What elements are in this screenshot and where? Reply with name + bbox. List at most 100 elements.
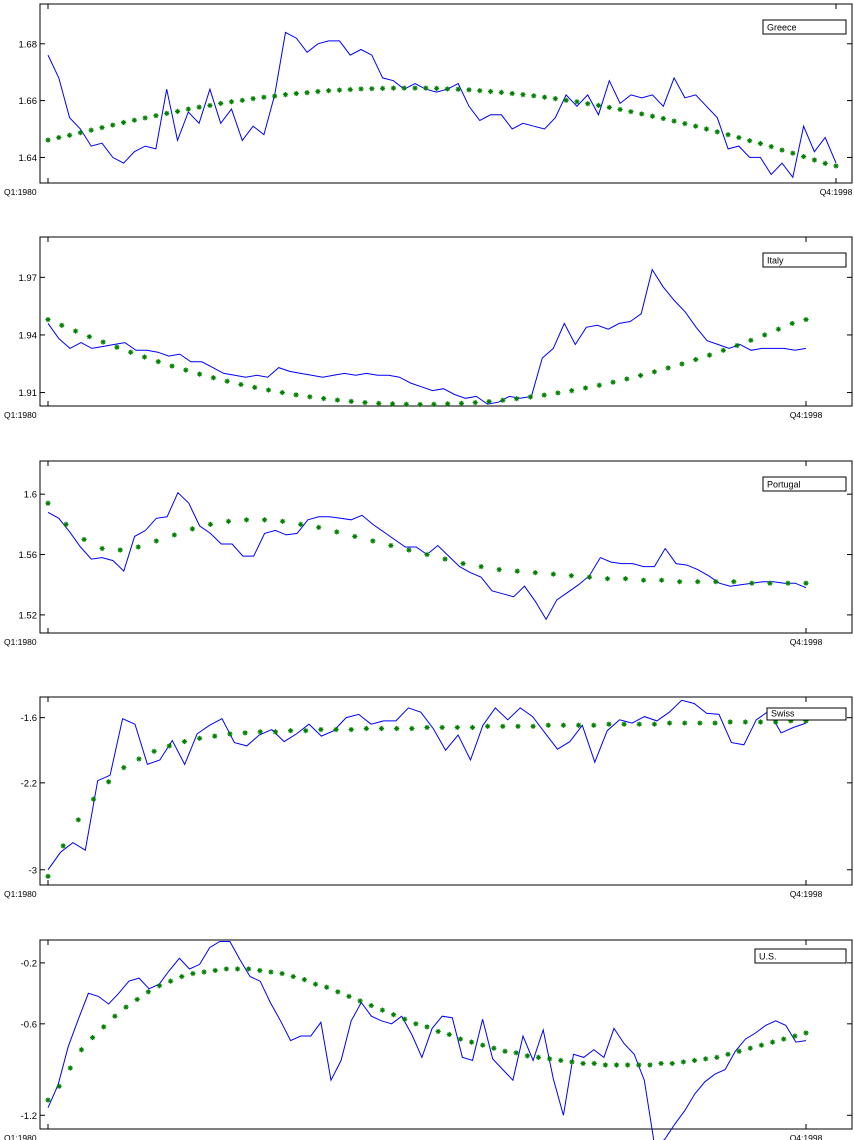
fitted-point-marker bbox=[480, 1042, 486, 1048]
chart-panel-4: -3 -2.2 -1.6 Q1:1980 Q4:1998 Swiss bbox=[4, 696, 853, 899]
fitted-point-marker bbox=[67, 1065, 73, 1071]
legend-box bbox=[762, 252, 847, 268]
fitted-point-marker bbox=[81, 536, 87, 543]
fitted-point-marker bbox=[585, 101, 591, 107]
fitted-point-marker bbox=[380, 85, 386, 91]
fitted-point-marker bbox=[574, 99, 580, 105]
fitted-point-marker bbox=[680, 1059, 686, 1065]
fitted-point-marker bbox=[348, 398, 354, 404]
fitted-point-marker bbox=[582, 385, 589, 391]
y-tick-label: 1.97 bbox=[19, 273, 38, 284]
fitted-point-marker bbox=[77, 130, 83, 136]
fitted-point-marker bbox=[424, 551, 430, 558]
fitted-point-marker bbox=[412, 85, 418, 91]
legend-box bbox=[766, 707, 847, 721]
fitted-point-marker bbox=[293, 392, 299, 398]
fitted-point-marker bbox=[280, 518, 286, 524]
plot-frame bbox=[39, 939, 853, 1130]
fitted-point-marker bbox=[112, 1013, 118, 1019]
fitted-point-marker bbox=[279, 389, 285, 396]
fitted-point-marker bbox=[394, 725, 400, 732]
fitted-point-marker bbox=[334, 397, 341, 403]
fitted-point-marker bbox=[558, 1057, 564, 1064]
legend-label: Greece bbox=[767, 23, 797, 33]
fitted-point-marker bbox=[502, 1048, 508, 1054]
fitted-point-marker bbox=[402, 1016, 408, 1022]
legend-box bbox=[762, 476, 847, 492]
fitted-point-marker bbox=[472, 399, 478, 406]
fitted-point-marker bbox=[88, 127, 94, 133]
fitted-point-marker bbox=[358, 86, 364, 92]
fitted-point-marker bbox=[134, 996, 140, 1003]
fitted-point-marker bbox=[460, 560, 466, 567]
fitted-point-marker bbox=[324, 984, 330, 990]
fitted-point-marker bbox=[171, 532, 177, 538]
fitted-point-marker bbox=[541, 94, 548, 100]
fitted-point-marker bbox=[513, 1050, 519, 1056]
fitted-point-marker bbox=[541, 392, 547, 398]
fitted-point-marker bbox=[390, 85, 397, 91]
fitted-point-marker bbox=[779, 147, 785, 153]
fitted-point-marker bbox=[196, 104, 202, 110]
actual-series-line bbox=[47, 31, 837, 179]
fitted-point-marker bbox=[693, 123, 699, 129]
fitted-point-marker bbox=[101, 1024, 107, 1030]
fitted-point-marker bbox=[833, 163, 839, 169]
fitted-point-marker bbox=[762, 332, 768, 338]
fitted-point-marker bbox=[207, 521, 214, 527]
fitted-point-marker bbox=[228, 99, 235, 105]
fitted-point-marker bbox=[520, 92, 526, 98]
fitted-point-marker bbox=[569, 1059, 575, 1065]
fitted-point-marker bbox=[454, 724, 460, 731]
fitted-point-marker bbox=[90, 796, 97, 802]
legend-label: Italy bbox=[767, 256, 784, 266]
fitted-point-marker bbox=[769, 1039, 776, 1045]
fitted-point-marker bbox=[498, 89, 504, 95]
fitted-point-marker bbox=[767, 580, 773, 586]
y-tick-label: 1.56 bbox=[19, 550, 38, 561]
fitted-point-marker bbox=[580, 1060, 586, 1067]
fitted-point-marker bbox=[703, 126, 710, 132]
chart-panel-3: 1.52 1.56 1.6 Q1:1980 Q4:1998 Portugal bbox=[4, 460, 853, 647]
fitted-point-marker bbox=[250, 96, 256, 102]
fitted-point-marker bbox=[368, 1002, 374, 1009]
x-start-label: Q1:1980 bbox=[4, 889, 37, 899]
fitted-point-marker bbox=[781, 1036, 787, 1042]
fitted-point-marker bbox=[72, 328, 79, 334]
y-tick-label: -3 bbox=[29, 865, 37, 876]
fitted-point-marker bbox=[792, 1033, 798, 1039]
fitted-point-marker bbox=[59, 322, 65, 328]
fitted-point-marker bbox=[491, 1045, 497, 1051]
y-tick-label: 1.68 bbox=[19, 39, 38, 50]
fitted-point-marker bbox=[803, 580, 809, 586]
x-end-label: Q4:1998 bbox=[790, 637, 823, 647]
fitted-point-marker bbox=[189, 526, 195, 532]
fitted-point-marker bbox=[212, 733, 218, 739]
plot-frame bbox=[39, 460, 853, 634]
fitted-point-marker bbox=[224, 378, 230, 384]
fitted-point-marker bbox=[658, 1060, 664, 1067]
fitted-point-marker bbox=[78, 1047, 85, 1053]
fitted-point-marker bbox=[417, 401, 423, 408]
fitted-point-marker bbox=[693, 356, 699, 363]
fitted-point-marker bbox=[651, 721, 657, 727]
fitted-point-marker bbox=[530, 723, 536, 729]
fitted-point-marker bbox=[606, 104, 612, 111]
fitted-point-marker bbox=[120, 119, 127, 126]
fitted-point-marker bbox=[376, 400, 382, 406]
fitted-point-marker bbox=[145, 989, 151, 995]
fitted-point-marker bbox=[660, 115, 666, 122]
fitted-point-marker bbox=[742, 719, 748, 725]
fitted-point-marker bbox=[169, 363, 175, 369]
fitted-point-marker bbox=[822, 160, 828, 166]
fitted-point-marker bbox=[757, 719, 764, 725]
fitted-point-marker bbox=[60, 843, 66, 849]
fitted-point-marker bbox=[190, 970, 196, 977]
fitted-point-marker bbox=[370, 538, 376, 544]
fitted-point-marker bbox=[424, 1024, 430, 1030]
fitted-point-marker bbox=[651, 369, 657, 375]
fitted-point-marker bbox=[431, 401, 437, 407]
fitted-point-marker bbox=[734, 342, 740, 349]
x-start-label: Q1:1980 bbox=[4, 187, 37, 197]
fitted-point-marker bbox=[234, 966, 241, 972]
